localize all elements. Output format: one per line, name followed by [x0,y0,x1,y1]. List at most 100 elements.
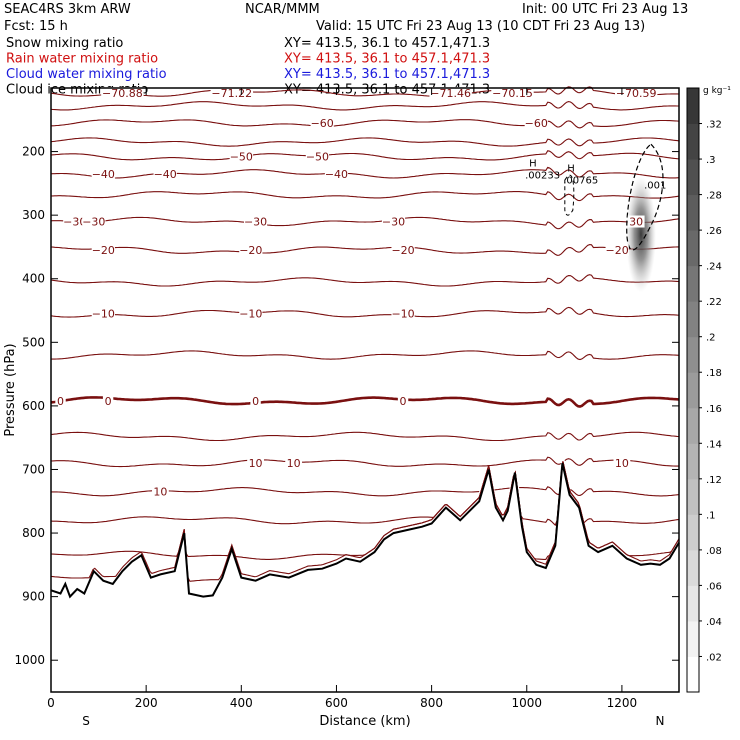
x-tick-label: 600 [325,696,348,710]
contour-label-bg [250,394,261,407]
field-label: Snow mixing ratio [6,36,123,51]
colorbar-swatch [687,159,699,196]
y-tick-label: 500 [22,335,45,349]
plot-frame [50,87,680,693]
contour-label: −30 [244,216,267,229]
y-tick-label: 1000 [14,653,45,667]
y-tick-label: 300 [22,208,45,222]
field-label: Rain water mixing ratio [6,52,158,67]
contour-label-bg [82,215,106,228]
contour-label: −30 [82,216,105,229]
colorbar-tick-label: .06 [706,581,722,592]
contour-label-bg [210,87,253,100]
y-tick-label: 800 [22,526,45,540]
cloud-ice-field [625,176,656,293]
contour-label: −20 [239,244,262,257]
field-xy: XY= 413.5, 36.1 to 457.1,471.3 [284,52,490,67]
temperature-contour-line [50,137,680,147]
snow-max-value: .00233 [525,170,560,181]
colorbar-tick-label: .24 [706,262,722,273]
contour-label-bg [524,116,548,129]
terrain-profile [50,462,680,599]
contour-label: 10 [249,457,263,470]
contour-label: −20 [92,244,115,257]
x-end-label-south: S [82,714,90,728]
contour-label-bg [429,87,472,100]
contour-label-bg [63,215,87,228]
contour-label: 0 [57,395,64,408]
colorbar-swatch [687,443,699,480]
y-tick-label: 700 [22,462,45,476]
colorbar: .02 .04 .06 .08 .1 .12 .14 .16 .18 .2 .22 .24 .26 .28… [686,86,731,693]
contour-label: −20 [391,244,414,257]
contour-label: −71.22 [211,87,252,100]
colorbar-swatch [687,585,699,622]
contour-label: −70.15 [492,87,533,100]
temperature-contour-line [50,461,680,527]
colorbar-tick-label: .18 [706,368,722,379]
field-xy: XY= 413.5, 36.1 to 457.1,471.3 [284,36,490,51]
contour-label: −40 [92,168,115,181]
x-axis-title: Distance (km) [319,714,410,729]
y-tick-label: 400 [22,272,45,286]
init-time: Init: 00 UTC Fri 23 Aug 13 [522,2,688,17]
x-tick-label: 800 [420,696,443,710]
contour-label-bg [91,307,115,320]
contour-label-bg [285,457,303,470]
colorbar-swatch [687,123,699,160]
colorbar-unit: g kg⁻¹ [703,86,731,96]
contour-label-bg [491,87,534,100]
contour-label-bg [605,244,629,257]
contour-label: −10 [92,308,115,321]
colorbar-swatch [687,336,699,373]
contour-label: 0 [252,395,259,408]
temperature-contour-line [50,86,680,97]
snow-contour [626,143,664,251]
contour-label-bg [91,167,115,180]
x-tick-label: 200 [135,696,158,710]
colorbar-swatch [687,478,699,515]
colorbar-swatch [687,88,699,125]
contour-label: −60 [525,117,548,130]
colorbar-swatch [687,620,699,657]
temperature-contour-line [50,456,679,468]
contour-label: 10 [153,486,167,499]
y-tick-label: 900 [22,590,45,604]
temperature-contour-line [50,244,679,256]
model-title: SEAC4RS 3km ARW [4,2,131,17]
contour-label: −70.88 [102,87,143,100]
contour-label: −50 [306,151,329,164]
colorbar-swatch [687,230,699,267]
contour-label-bg [91,244,115,257]
colorbar-tick-label: .3 [706,155,716,166]
contour-label: 0 [400,395,407,408]
colorbar-tick-label: .08 [706,546,722,557]
colorbar-swatch [687,656,699,693]
contour-label-bg [310,116,334,129]
contour-label: −10 [239,308,262,321]
temperature-contour-line [50,191,680,202]
field-label: Cloud water mixing ratio [6,67,167,82]
temperature-contour-line [51,486,680,497]
colorbar-tick-label: .02 [706,652,722,663]
contour-label-bg [55,394,66,407]
snow-contour [564,174,575,216]
contour-label-bg [229,150,253,163]
y-tick-label: 200 [22,145,45,159]
temperature-contour-line [50,101,679,111]
contour-label: −50 [230,151,253,164]
contour-label-bg [239,244,263,257]
colorbar-swatch [687,301,699,338]
org-label: NCAR/MMM [245,2,320,17]
colorbar-tick-label: .26 [706,226,722,237]
contour-label: −30 [63,216,86,229]
contour-label-bg [152,485,169,498]
y-axis-title: Pressure (hPa) [3,343,18,436]
contour-label: −71.46 [430,87,471,100]
contour-label: −40 [154,168,177,181]
contour-label-bg [397,394,409,407]
